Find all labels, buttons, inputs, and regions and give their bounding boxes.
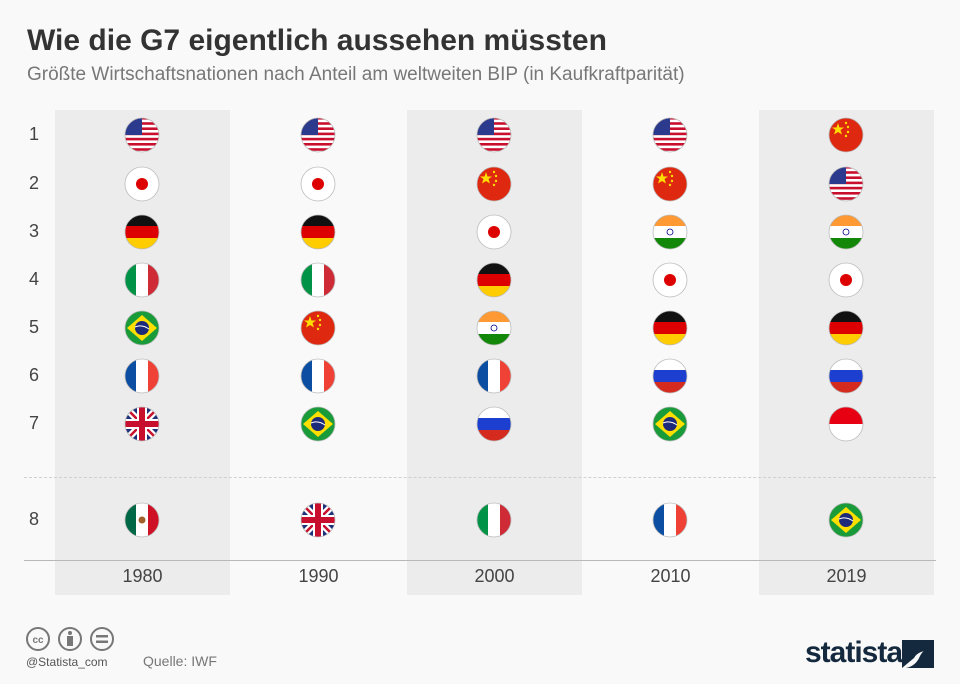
rank-label: 7 xyxy=(28,413,39,433)
flag-japan-icon xyxy=(124,166,160,202)
flag-mexico-icon xyxy=(124,502,160,538)
flag-italy-icon xyxy=(124,262,160,298)
year-label: 1980 xyxy=(122,566,163,586)
year-label: 2000 xyxy=(474,566,515,586)
flag-france-icon xyxy=(652,502,688,538)
flag-japan-icon xyxy=(828,262,864,298)
divider-dashed xyxy=(24,477,936,478)
flag-france-icon xyxy=(124,358,160,394)
chart-subtitle: Größte Wirtschaftsnationen nach Anteil a… xyxy=(27,64,685,85)
flag-usa-icon xyxy=(828,166,864,202)
flag-india-icon xyxy=(828,214,864,250)
flag-uk-icon xyxy=(300,502,336,538)
flag-japan-icon xyxy=(476,214,512,250)
flag-brazil-icon xyxy=(124,310,160,346)
year-label: 2010 xyxy=(650,566,691,586)
flag-usa-icon xyxy=(476,117,512,153)
flag-usa-icon xyxy=(652,117,688,153)
statista-handle: @Statista_com xyxy=(26,655,108,669)
source-label: Quelle: IWF xyxy=(143,653,217,669)
flag-brazil-icon xyxy=(300,406,336,442)
svg-text:cc: cc xyxy=(32,635,44,646)
year-label: 2019 xyxy=(826,566,867,586)
flag-china-icon xyxy=(300,310,336,346)
year-label: 1990 xyxy=(298,566,339,586)
rank-label: 3 xyxy=(28,221,39,241)
flag-china-icon xyxy=(828,117,864,153)
flag-china-icon xyxy=(476,166,512,202)
statista-logo: statista xyxy=(805,636,903,669)
flag-germany-icon xyxy=(124,214,160,250)
flag-italy-icon xyxy=(476,502,512,538)
flag-brazil-icon xyxy=(828,502,864,538)
flag-germany-icon xyxy=(652,310,688,346)
flag-india-icon xyxy=(476,310,512,346)
flag-italy-icon xyxy=(300,262,336,298)
flag-japan-icon xyxy=(300,166,336,202)
flag-uk-icon xyxy=(124,406,160,442)
flag-usa-icon xyxy=(300,117,336,153)
flag-japan-icon xyxy=(652,262,688,298)
flag-brazil-icon xyxy=(652,406,688,442)
rank-label: 2 xyxy=(28,173,39,193)
flag-russia-icon xyxy=(652,358,688,394)
flag-usa-icon xyxy=(124,117,160,153)
rank-label: 6 xyxy=(28,365,39,385)
flag-china-icon xyxy=(652,166,688,202)
flag-indonesia-icon xyxy=(828,406,864,442)
rank-label: 1 xyxy=(28,124,39,144)
rank-label: 4 xyxy=(28,269,39,289)
divider-axis xyxy=(24,560,936,561)
flag-france-icon xyxy=(476,358,512,394)
rank-label: 8 xyxy=(28,509,39,529)
flag-germany-icon xyxy=(828,310,864,346)
creative-commons-icons: cc xyxy=(26,627,114,651)
flag-france-icon xyxy=(300,358,336,394)
flag-germany-icon xyxy=(300,214,336,250)
flag-germany-icon xyxy=(476,262,512,298)
flag-russia-icon xyxy=(828,358,864,394)
flag-india-icon xyxy=(652,214,688,250)
rank-label: 5 xyxy=(28,317,39,337)
statista-logo-mark xyxy=(902,640,934,668)
chart-title: Wie die G7 eigentlich aussehen müssten xyxy=(27,24,607,57)
flag-russia-icon xyxy=(476,406,512,442)
